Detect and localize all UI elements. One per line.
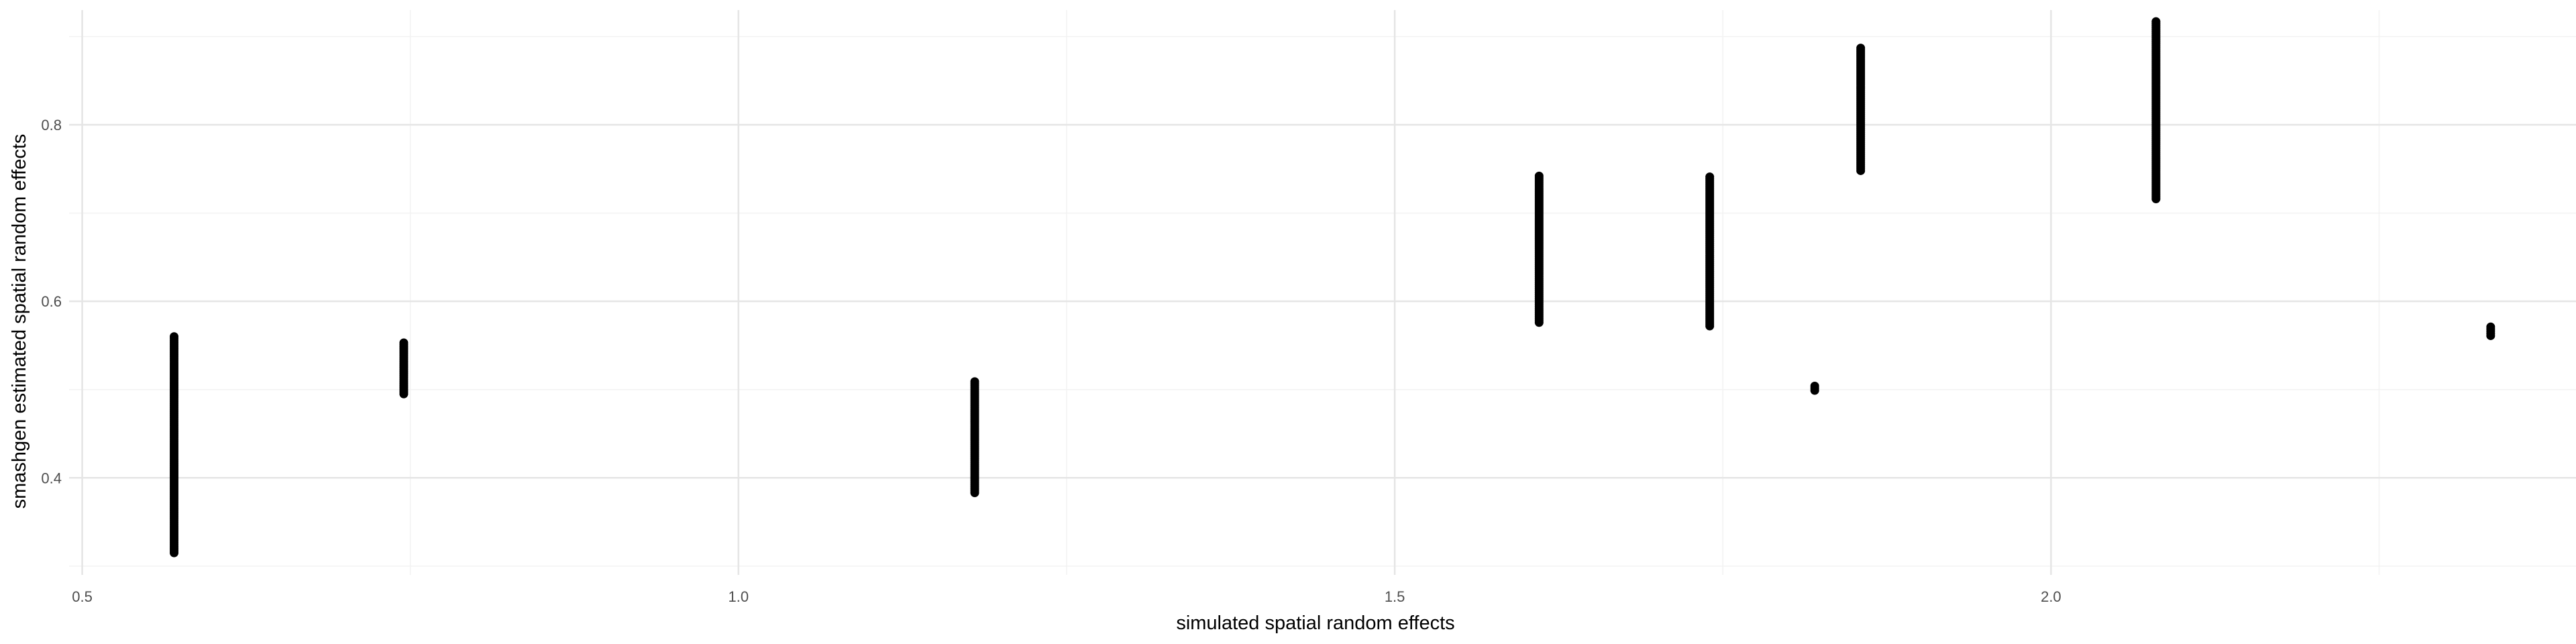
x-axis-tick-labels: 0.5 1.0 1.5 2.0 <box>72 588 2061 605</box>
data-points <box>170 17 2496 557</box>
x-tick-label: 1.0 <box>729 588 749 605</box>
data-point <box>2151 195 2161 204</box>
x-tick-label: 1.5 <box>1385 588 1405 605</box>
y-tick-label: 0.4 <box>41 470 62 486</box>
data-point <box>970 488 979 498</box>
y-tick-label: 0.6 <box>41 293 62 310</box>
y-axis-tick-labels: 0.4 0.6 0.8 <box>41 117 62 486</box>
data-point <box>1705 321 1715 331</box>
data-point <box>170 548 179 557</box>
data-point <box>399 389 409 398</box>
y-axis-title: smashgen estimated spatial random effect… <box>9 134 30 509</box>
data-point <box>2486 331 2496 340</box>
y-tick-label: 0.8 <box>41 117 62 133</box>
data-point <box>1856 166 1866 175</box>
data-point <box>1810 386 1819 395</box>
x-axis-title: simulated spatial random effects <box>1176 612 1454 634</box>
data-point <box>1534 318 1544 327</box>
x-tick-label: 0.5 <box>72 588 93 605</box>
x-tick-label: 2.0 <box>2041 588 2061 605</box>
